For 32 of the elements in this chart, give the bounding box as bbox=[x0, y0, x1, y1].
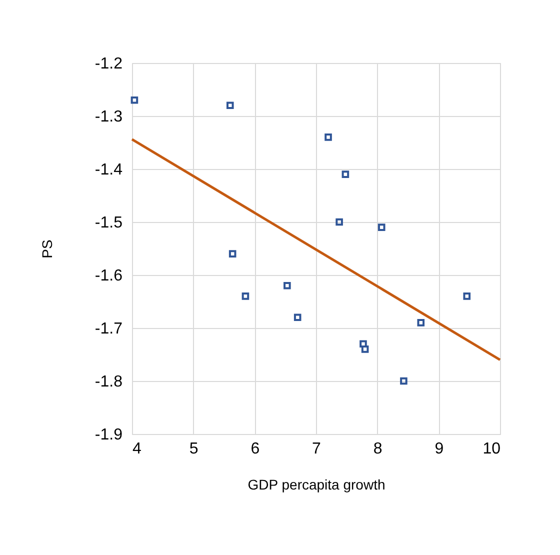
x-axis-title: GDP percapita growth bbox=[248, 476, 386, 492]
y-tick-label: -1.4 bbox=[94, 162, 123, 178]
point bbox=[226, 102, 234, 110]
y-tick-label: -1.2 bbox=[94, 56, 123, 72]
x-tick-label: 7 bbox=[312, 440, 322, 458]
point bbox=[130, 96, 138, 104]
y-tick-label: -1.8 bbox=[94, 374, 123, 390]
point bbox=[463, 292, 471, 300]
y-tick-label: -1.5 bbox=[94, 214, 123, 232]
point bbox=[336, 218, 343, 226]
point bbox=[378, 224, 386, 231]
y-tick-label: -1.6 bbox=[94, 268, 123, 284]
x-tick-label: 6 bbox=[250, 440, 260, 458]
x-tick-label: 8 bbox=[373, 440, 382, 458]
x-tick-label: 9 bbox=[434, 440, 444, 458]
y-tick-label: -1.7 bbox=[94, 320, 123, 338]
point bbox=[228, 250, 236, 258]
y-tick-label: -1.3 bbox=[94, 108, 123, 126]
y-tick-label: -1.9 bbox=[94, 426, 123, 444]
y-axis-title: PS bbox=[38, 240, 55, 258]
x-tick-label: 4 bbox=[132, 440, 142, 458]
point bbox=[294, 314, 302, 322]
point bbox=[242, 292, 250, 300]
point bbox=[324, 134, 332, 141]
point bbox=[400, 377, 408, 385]
x-tick-label: 10 bbox=[482, 440, 501, 458]
point bbox=[284, 282, 291, 290]
point bbox=[361, 346, 369, 353]
x-tick-label: 5 bbox=[189, 440, 198, 458]
point bbox=[342, 170, 350, 178]
point bbox=[360, 340, 367, 348]
point bbox=[417, 319, 425, 326]
